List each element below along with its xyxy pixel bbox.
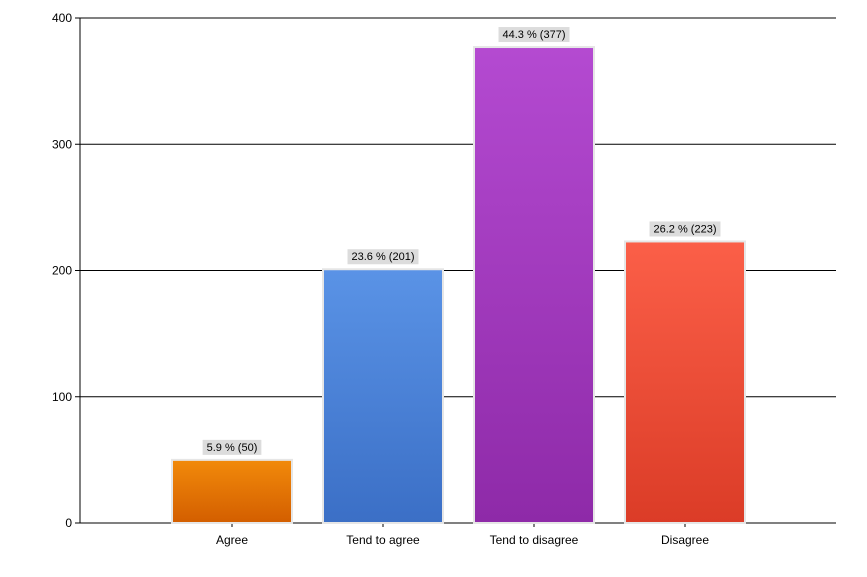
data-label: 23.6 % (201) — [347, 249, 419, 265]
x-category-label: Tend to disagree — [490, 533, 579, 547]
data-label-background — [202, 439, 262, 455]
data-label-background — [347, 249, 419, 265]
data-label-text: 44.3 % (377) — [503, 29, 566, 41]
x-category-label: Tend to agree — [346, 533, 420, 547]
data-label: 26.2 % (223) — [649, 221, 721, 237]
x-category-label: Disagree — [661, 533, 709, 547]
bars — [171, 46, 746, 524]
y-tick-label: 300 — [52, 137, 72, 151]
bar-tend-to-disagree — [473, 46, 595, 524]
y-tick-label: 0 — [65, 516, 72, 530]
data-label-background — [649, 221, 721, 237]
x-category-label: Agree — [216, 533, 248, 547]
axes: 0 100 200 300 400 Agree Tend to agree Tend to d… — [52, 11, 836, 547]
data-labels: 5.9 % (50) 23.6 % (201) 44.3 % (377) 26.2 %… — [202, 27, 721, 455]
y-tick-label: 100 — [52, 390, 72, 404]
data-label: 44.3 % (377) — [498, 27, 570, 43]
bar-tend-to-agree — [322, 268, 444, 524]
data-label-background — [498, 27, 570, 43]
data-label-text: 5.9 % (50) — [207, 442, 258, 454]
y-tick-label: 200 — [52, 264, 72, 278]
data-label-text: 26.2 % (223) — [654, 223, 717, 235]
bar-disagree — [624, 240, 746, 524]
data-label: 5.9 % (50) — [202, 439, 262, 455]
data-label-text: 23.6 % (201) — [352, 251, 415, 263]
bar-agree — [171, 458, 293, 524]
y-tick-label: 400 — [52, 11, 72, 25]
